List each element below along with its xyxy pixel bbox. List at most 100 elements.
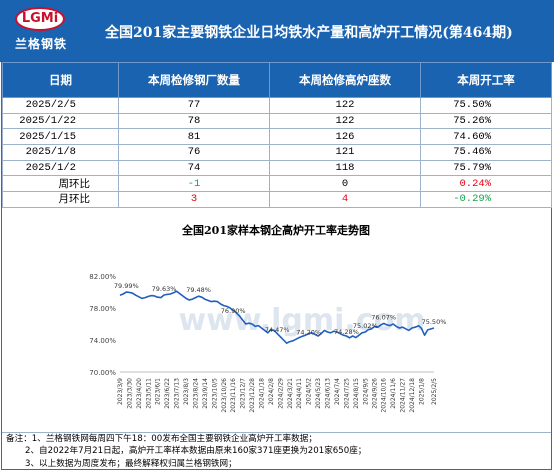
x-tick-label: 2024/7/25 [343, 378, 350, 409]
x-tick-label: 2023/7/13 [174, 378, 181, 409]
data-label: 76.90% [221, 307, 246, 315]
column-header-furnaces: 本周检修高炉座数 [269, 62, 421, 98]
cell-mom-mills: 3 [118, 191, 270, 208]
logo-text: 兰格钢铁 [14, 37, 67, 51]
cell-rate: 74.60% [420, 128, 552, 146]
chart-watermark: www.lgmi.com [179, 303, 426, 338]
table-row: 2025/1/8 76 121 75.46% [2, 144, 552, 161]
x-tick-label: 2024/2/8 [268, 378, 275, 405]
cell-date: 2025/1/2 [2, 159, 119, 177]
x-tick-label: 2024/8/15 [353, 378, 360, 409]
x-tick-label: 2023/4/20 [136, 378, 143, 409]
note-line: 3、以上数据为周度发布；最终解释权归属兰格钢铁网； [25, 458, 237, 469]
cell-rate: 75.79% [420, 159, 552, 177]
x-tick-label: 2024/3/21 [287, 378, 294, 409]
x-tick-label: 2024/2/29 [277, 378, 284, 409]
x-tick-label: 2023/9/14 [202, 378, 209, 409]
x-tick-label: 2024/7/4 [334, 378, 341, 405]
x-tick-label: 2023/6/22 [164, 378, 171, 409]
data-label: 74.20% [296, 328, 321, 336]
series-line [119, 290, 435, 344]
cell-wow-label: 周环比 [2, 175, 119, 193]
page-title: 全国201家主要钢铁企业日均铁水产量和高炉开工情况(第464期) [105, 25, 513, 41]
y-tick-label: 82.00% [89, 273, 116, 281]
cell-date: 2025/1/15 [2, 128, 119, 146]
x-tick-label: 2023/12/28 [249, 378, 256, 413]
data-label: 75.02% [353, 322, 378, 330]
cell-mom-furnaces: 4 [269, 191, 421, 208]
x-tick-label: 2023/3/9 [117, 378, 124, 405]
x-tick-label: 2023/8/24 [192, 378, 199, 409]
logo-mark: LGMi [15, 7, 65, 31]
cell-mom-label: 月环比 [2, 191, 119, 208]
note-line: 2、自2022年7月21日起，高炉开工率样本数据由原来160家371座更换为20… [25, 446, 367, 457]
lgmi-logo: LGMi 兰格钢铁 [7, 7, 75, 55]
x-tick-label: 2023/12/7 [240, 378, 247, 409]
cell-wow-mills: -1 [118, 175, 270, 193]
table-row: 2025/2/5 77 122 75.50% [2, 97, 552, 114]
cell-furnaces: 122 [269, 97, 421, 114]
x-tick-label: 2025/2/5 [431, 378, 438, 405]
cell-rate: 75.26% [420, 112, 552, 130]
table-row-mom: 月环比 3 4 -0.29% [2, 191, 552, 208]
cell-furnaces: 118 [269, 159, 421, 177]
cell-date: 2025/1/8 [2, 144, 119, 161]
x-tick-label: 2024/6/13 [325, 378, 332, 409]
cell-mills: 76 [118, 144, 270, 161]
line-chart: 全国201家样本钢企高炉开工率走势图 www.lgmi.com 70.00% 74.0… [89, 223, 447, 413]
data-label: 76.07% [371, 313, 396, 321]
x-tick-label: 2024/10/16 [381, 378, 388, 413]
data-label: 79.99% [114, 282, 139, 290]
chart-title: 全国201家样本钢企高炉开工率走势图 [181, 223, 370, 237]
x-tick-label: 2023/8/3 [183, 378, 190, 405]
x-tick-label: 2023/11/16 [230, 378, 237, 413]
table-row: 2025/1/15 81 126 74.60% [2, 128, 552, 146]
cell-rate: 75.50% [420, 97, 552, 114]
x-tick-label: 2023/10/5 [211, 378, 218, 409]
table-row-wow: 周环比 -1 0 0.24% [2, 175, 552, 193]
x-tick-label: 2023/6/1 [155, 378, 162, 405]
x-tick-label: 2025/1/8 [418, 378, 425, 405]
x-tick-label: 2024/5/2 [306, 378, 313, 405]
column-header-mills: 本周检修钢厂数量 [118, 62, 270, 98]
x-tick-label: 2023/3/30 [126, 378, 133, 409]
x-tick-label: 2024/9/26 [372, 378, 379, 409]
x-tick-label: 2024/4/11 [296, 378, 303, 409]
data-table: 日期 本周检修钢厂数量 本周检修高炉座数 本周开工率 2025/2/5 77 1… [2, 62, 552, 208]
x-tick-label: 2024/11/27 [400, 378, 407, 413]
note-line: 备注：1、兰格钢铁网每周四下午18：00发布全国主要钢铁企业高炉开工率数据； [6, 434, 317, 444]
x-tick-label: 2024/1/18 [259, 378, 266, 409]
cell-furnaces: 121 [269, 144, 421, 161]
x-tick-label: 2024/11/6 [390, 378, 397, 409]
y-tick-label: 70.00% [89, 369, 116, 377]
table-row: 2025/1/2 74 118 75.79% [2, 159, 552, 177]
cell-date: 2025/1/22 [2, 112, 119, 130]
x-tick-label: 2024/12/18 [409, 378, 416, 413]
cell-mom-rate: -0.29% [420, 191, 552, 208]
table-header-row: 日期 本周检修钢厂数量 本周检修高炉座数 本周开工率 [2, 62, 552, 98]
cell-wow-rate: 0.24% [420, 175, 552, 193]
cell-mills: 77 [118, 97, 270, 114]
cell-rate: 75.46% [420, 144, 552, 161]
data-label: 79.63% [152, 285, 177, 293]
header-bar: LGMi 兰格钢铁 全国201家主要钢铁企业日均铁水产量和高炉开工情况(第464… [0, 0, 554, 62]
data-label: 74.28% [334, 328, 359, 336]
cell-mills: 74 [118, 159, 270, 177]
data-label: 75.50% [422, 318, 447, 326]
y-tick-label: 78.00% [89, 305, 116, 313]
column-header-date: 日期 [2, 62, 119, 98]
x-tick-label: 2023/5/11 [145, 378, 152, 409]
table-row: 2025/1/22 78 122 75.26% [2, 112, 552, 130]
data-label: 74.47% [265, 326, 290, 334]
cell-furnaces: 122 [269, 112, 421, 130]
chart-area: 全国201家样本钢企高炉开工率走势图 www.lgmi.com 70.00% 74.0… [2, 218, 551, 431]
data-label: 79.48% [186, 286, 211, 294]
x-tick-label: 2024/5/23 [315, 378, 322, 409]
column-header-rate: 本周开工率 [420, 62, 552, 98]
cell-date: 2025/2/5 [2, 97, 119, 114]
x-tick-label: 2023/10/26 [221, 378, 228, 413]
notes-section: 备注：1、兰格钢铁网每周四下午18：00发布全国主要钢铁企业高炉开工率数据； 2… [2, 432, 551, 471]
cell-furnaces: 126 [269, 128, 421, 146]
cell-wow-furnaces: 0 [269, 175, 421, 193]
cell-mills: 78 [118, 112, 270, 130]
